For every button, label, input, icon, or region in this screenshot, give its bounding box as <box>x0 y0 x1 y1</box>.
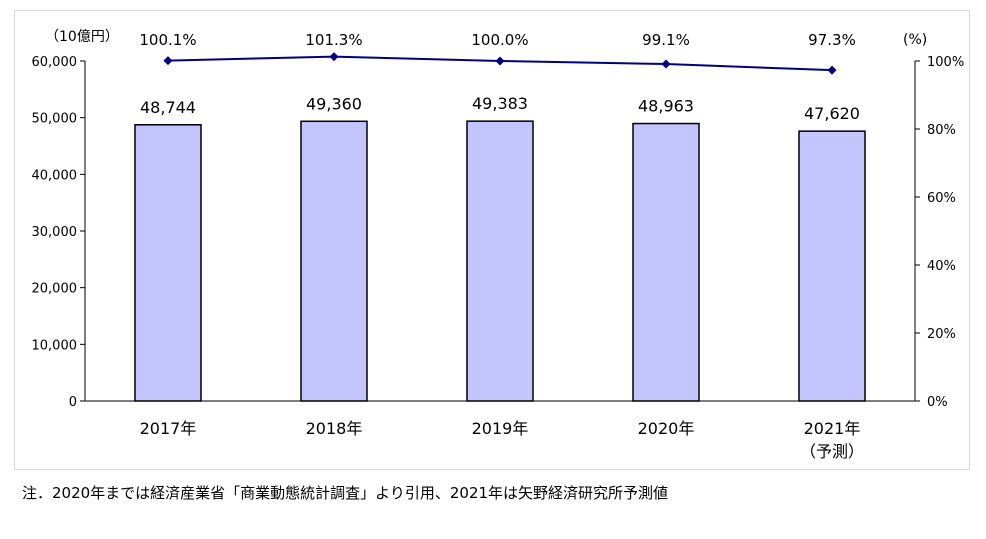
y-right-tick-label: 20% <box>927 327 956 342</box>
bar-value-label: 48,963 <box>638 97 694 116</box>
bar-value-label: 49,383 <box>472 94 528 113</box>
bar <box>632 122 700 402</box>
bar <box>466 120 534 402</box>
ratio-marker <box>495 56 505 66</box>
x-tick-label: 2021年 <box>804 419 861 438</box>
y-left-tick-label: 20,000 <box>32 282 78 297</box>
y-right-tick-label: 40% <box>927 259 956 274</box>
ratio-value-label: 99.1% <box>642 31 690 49</box>
x-tick-sublabel: （予測） <box>800 442 864 461</box>
y-right-tick-label: 80% <box>927 123 956 138</box>
y-left-tick-label: 60,000 <box>32 55 78 70</box>
y-left-tick-label: 0 <box>69 395 77 410</box>
ratio-marker <box>661 59 671 69</box>
y-left-tick-label: 10,000 <box>32 338 78 353</box>
ratio-marker <box>329 52 339 62</box>
y-left-tick-label: 50,000 <box>32 112 78 127</box>
y-right-unit-label: (%) <box>903 32 927 48</box>
bar-value-label: 49,360 <box>306 94 362 113</box>
footnote: 注．2020年までは経済産業省「商業動態統計調査」より引用、2021年は矢野経済… <box>22 484 669 502</box>
ratio-marker <box>163 56 173 66</box>
bar-value-label: 47,620 <box>804 104 860 123</box>
y-right-tick-label: 100% <box>927 55 964 70</box>
y-right-tick-label: 60% <box>927 191 956 206</box>
bar <box>134 124 202 402</box>
ratio-value-label: 100.0% <box>471 31 528 49</box>
y-left-tick-label: 30,000 <box>32 225 78 240</box>
y-right-tick-label: 0% <box>927 395 948 410</box>
x-tick-label: 2018年 <box>306 419 363 438</box>
ratio-marker <box>827 65 837 75</box>
y-left-tick-label: 40,000 <box>32 168 78 183</box>
chart-frame: 48,744 49,360 49,383 48,963 47,620 0 10,000 20,… <box>14 10 970 470</box>
x-tick-label: 2017年 <box>140 419 197 438</box>
bar <box>300 120 368 402</box>
y-left-unit-label: （10億円） <box>45 29 119 45</box>
x-tick-label: 2019年 <box>472 419 529 438</box>
ratio-value-label: 100.1% <box>139 31 196 49</box>
ratio-value-label: 97.3% <box>808 31 856 49</box>
bar <box>798 130 866 402</box>
ratio-value-label: 101.3% <box>305 31 362 49</box>
bar-value-label: 48,744 <box>140 98 196 117</box>
x-tick-label: 2020年 <box>638 419 695 438</box>
chart-area: 48,744 49,360 49,383 48,963 47,620 0 10,000 20,… <box>32 29 965 461</box>
